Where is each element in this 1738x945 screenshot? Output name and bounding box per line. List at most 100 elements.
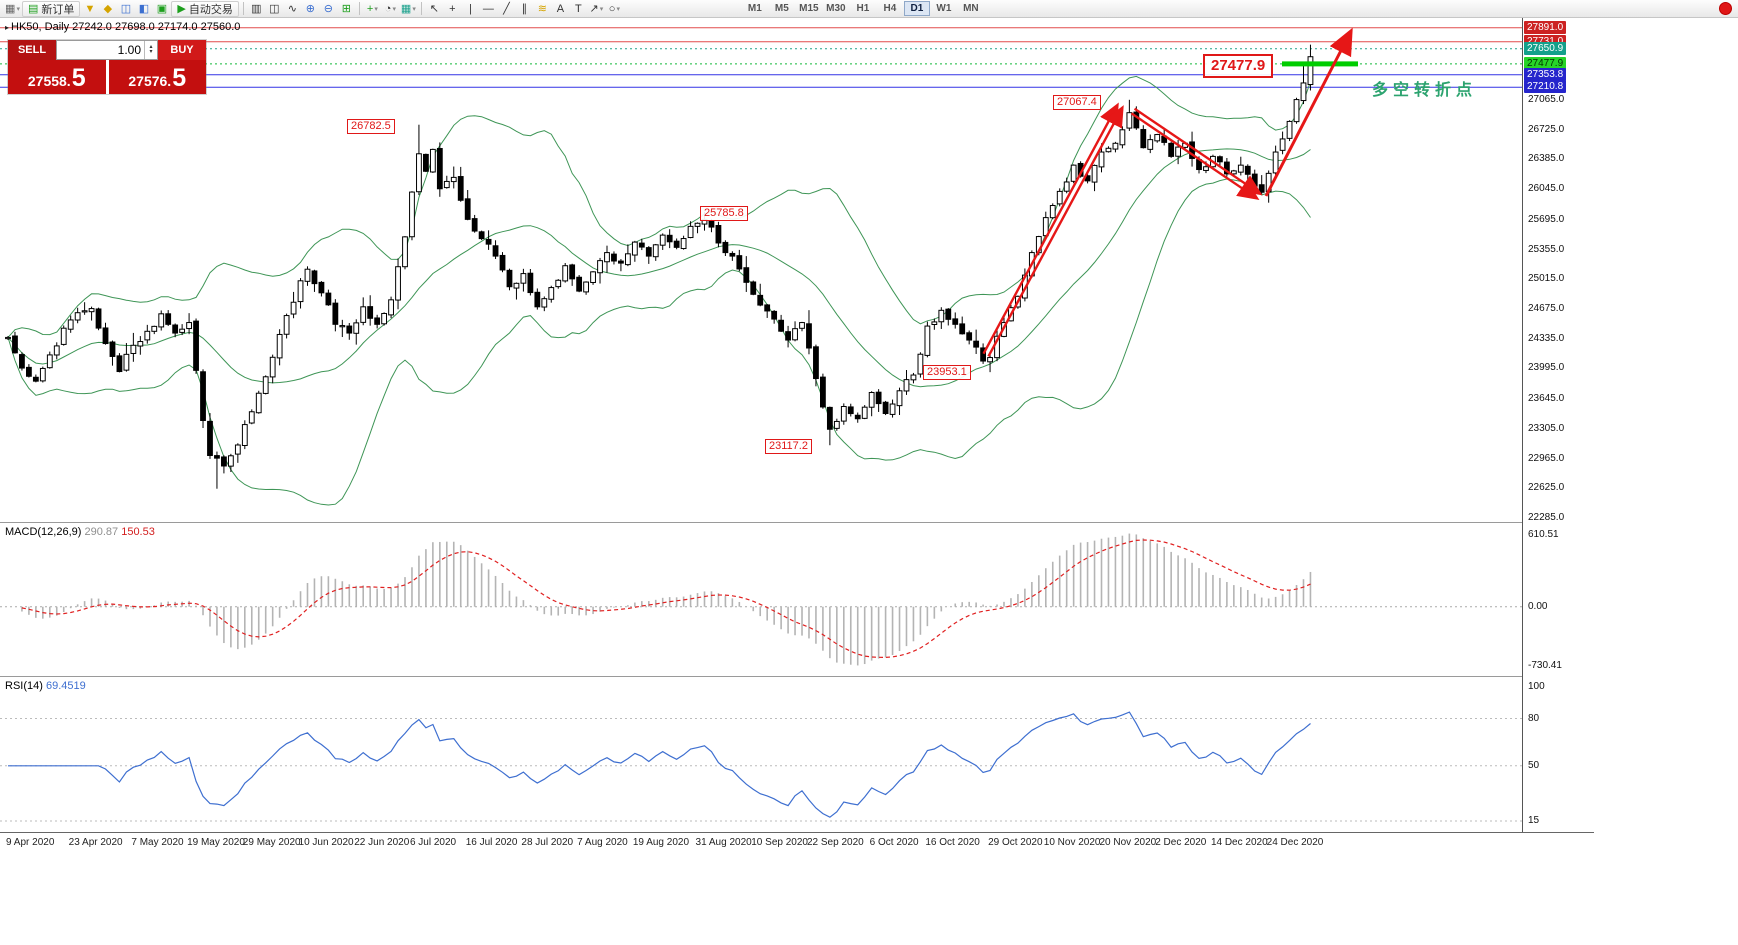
rsi-axis-label: 15	[1528, 814, 1540, 826]
timeframe-d1[interactable]: D1	[903, 1, 930, 16]
one-click-trading-panel: SELL 1.00 ▴ ▾ BUY 27558. 5 27576. 5	[8, 40, 206, 94]
trendline-icon[interactable]: ╱	[503, 3, 510, 15]
cursor-icon[interactable]: ↖	[429, 3, 439, 15]
date-label: 24 Dec 2020	[1266, 837, 1324, 848]
indicators-button[interactable]: + ▾	[364, 1, 381, 17]
text-icon[interactable]: A	[556, 2, 565, 15]
vertical-line-icon[interactable]: |	[468, 2, 472, 15]
timeframe-toolbar: M1 M5 M15 M30 H1 H4 D1 W1 MN	[742, 1, 984, 16]
volume-up-icon[interactable]: ▴	[149, 44, 153, 50]
notification-badge[interactable]	[1719, 2, 1732, 15]
rsi-indicator-chart[interactable]	[0, 677, 1522, 832]
price-chart[interactable]	[0, 18, 1522, 522]
bid-price-button[interactable]: 27558. 5	[8, 60, 106, 94]
arrows-tool-icon[interactable]: ↗ ▾	[588, 1, 605, 17]
shapes-glyph: ○	[608, 2, 616, 15]
bid-price: 27558.	[27, 73, 71, 89]
timeframe-m5[interactable]: M5	[774, 3, 789, 14]
fibonacci-icon[interactable]: ≋	[537, 3, 547, 15]
chart-title: ▸ HK50, Daily 27242.0 27698.0 27174.0 275…	[5, 21, 240, 33]
bid-price-big-digit: 5	[71, 64, 86, 92]
macd-axis-label: 0.00	[1528, 600, 1548, 612]
timeframe-h1[interactable]: H1	[856, 3, 870, 14]
toolbar-separator	[242, 2, 244, 15]
panel-separator[interactable]	[0, 522, 1594, 523]
date-label: 28 Jul 2020	[521, 837, 574, 848]
sell-button[interactable]: SELL	[8, 40, 56, 60]
macd-signal-value: 150.53	[121, 526, 155, 538]
funnel-icon[interactable]: ▼	[84, 2, 96, 15]
date-label: 14 Dec 2020	[1210, 837, 1268, 848]
auto-trading-button[interactable]: ▶ 自动交易	[171, 0, 239, 17]
price-tick-label: 25355.0	[1528, 243, 1565, 255]
line-chart-icon[interactable]: ∿	[287, 3, 297, 15]
chevron-down-icon: ▾	[599, 5, 604, 13]
time-axis[interactable]: 9 Apr 2020 23 Apr 2020 7 May 2020 19 May 20…	[0, 836, 1594, 852]
app-icon[interactable]: ▦ ▾	[4, 1, 21, 17]
timeframe-m15[interactable]: M15	[799, 3, 819, 14]
date-label: 31 Aug 2020	[695, 837, 752, 848]
ask-price-button[interactable]: 27576. 5	[108, 60, 206, 94]
panel-separator[interactable]	[0, 676, 1594, 677]
timeframe-w1[interactable]: W1	[936, 3, 952, 14]
text-label-icon[interactable]: T	[575, 2, 582, 15]
timeframe-mn[interactable]: MN	[963, 3, 979, 14]
market-watch-icon[interactable]: ◫	[120, 3, 132, 15]
periods-button[interactable]: ◔ ▾	[382, 1, 399, 17]
rsi-label: RSI(14) 69.4519	[5, 680, 86, 692]
price-tick-label: 23305.0	[1528, 422, 1565, 434]
candlestick-chart-icon[interactable]: ◫	[269, 3, 280, 15]
volume-down-icon[interactable]: ▾	[149, 49, 153, 55]
buy-button[interactable]: BUY	[158, 40, 206, 60]
alerts-icon[interactable]: ◆	[103, 3, 113, 15]
auto-trading-icon: ▶	[177, 3, 186, 15]
price-tick-label: 25695.0	[1528, 213, 1565, 225]
price-tick-label: 26725.0	[1528, 123, 1565, 135]
date-label: 10 Jun 2020	[298, 837, 354, 848]
templates-button[interactable]: ▦ ▾	[400, 1, 417, 17]
price-tick-label: 22285.0	[1528, 512, 1565, 523]
macd-axis-label: -730.41	[1528, 660, 1562, 671]
macd-label: MACD(12,26,9) 290.87 150.53	[5, 526, 155, 538]
volume-stepper[interactable]: ▴ ▾	[144, 41, 157, 59]
price-level-tag: 27650.9	[1524, 41, 1567, 55]
terminal-icon[interactable]: ▣	[156, 3, 168, 15]
main-toolbar: ▦ ▾ ▤ 新订单 ▼ ◆ ◫ ◧ ▣ ▶ 自动交易 ▥ ◫ ∿ ⊕ ⊖ ⊞ + ▾…	[0, 0, 1738, 18]
timeframe-h4[interactable]: H4	[883, 3, 897, 14]
volume-input[interactable]: 1.00	[117, 43, 141, 57]
horizontal-line-icon[interactable]: —	[482, 2, 494, 15]
rsi-value: 69.4519	[45, 680, 86, 692]
shapes-icon[interactable]: ○ ▾	[606, 1, 623, 17]
new-order-icon: ▤	[28, 3, 39, 15]
tile-windows-icon[interactable]: ⊞	[341, 3, 351, 15]
volume-field: 1.00 ▴ ▾	[56, 40, 158, 60]
chevron-down-icon: ▾	[392, 5, 396, 13]
new-order-button[interactable]: ▤ 新订单	[22, 0, 81, 17]
date-label: 19 May 2020	[187, 837, 245, 848]
macd-indicator-chart[interactable]	[0, 523, 1522, 676]
channel-icon[interactable]: ∥	[521, 3, 528, 15]
bar-chart-icon[interactable]: ▥	[251, 3, 262, 15]
zoom-out-icon[interactable]: ⊖	[323, 3, 333, 15]
zoom-in-icon[interactable]: ⊕	[305, 3, 315, 15]
price-tick-label: 22625.0	[1528, 482, 1565, 494]
price-tick-label: 23995.0	[1528, 362, 1565, 374]
date-label: 7 May 2020	[131, 837, 184, 848]
ask-price-big-digit: 5	[172, 64, 187, 92]
date-label: 22 Jun 2020	[354, 837, 410, 848]
crosshair-icon[interactable]: +	[449, 2, 456, 15]
macd-name: MACD(12,26,9)	[5, 526, 82, 538]
navigator-icon[interactable]: ◧	[138, 3, 150, 15]
price-axis[interactable]: 27065.0 26725.0 26385.0 26045.0 25695.0 25355…	[1522, 18, 1594, 832]
price-level-tag: 27891.0	[1524, 20, 1567, 34]
timeframe-m30[interactable]: M30	[826, 3, 846, 14]
timeframe-m1[interactable]: M1	[747, 3, 762, 14]
time-axis-border	[0, 832, 1594, 833]
rsi-name: RSI(14)	[5, 680, 43, 692]
date-label: 22 Sep 2020	[806, 837, 864, 848]
macd-main-value: 290.87	[84, 526, 119, 538]
date-label: 6 Oct 2020	[869, 837, 919, 848]
macd-axis-label: 610.51	[1528, 529, 1559, 540]
price-tick-label: 24335.0	[1528, 332, 1565, 344]
